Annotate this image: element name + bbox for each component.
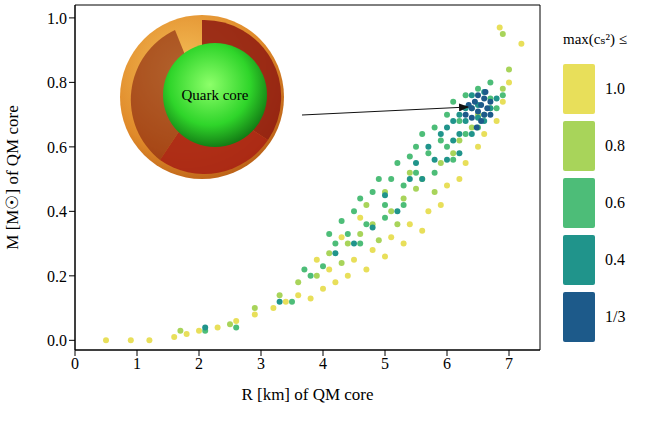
- svg-text:7: 7: [505, 355, 513, 372]
- svg-text:5: 5: [381, 355, 389, 372]
- svg-text:R [km] of QM core: R [km] of QM core: [241, 385, 373, 404]
- html-text:1.0: 1.0: [605, 79, 625, 97]
- svg-text:1.0: 1.0: [47, 10, 67, 27]
- svg-text:3: 3: [257, 355, 265, 372]
- html-text:1/3: 1/3: [605, 307, 626, 325]
- svg-text:1: 1: [133, 355, 141, 372]
- svg-text:0.8: 0.8: [47, 74, 67, 91]
- svg-text:0: 0: [71, 355, 79, 372]
- svg-text:0.2: 0.2: [47, 268, 67, 285]
- svg-text:Quark core: Quark core: [181, 87, 248, 103]
- html-text:0.4: 0.4: [605, 250, 625, 268]
- html-text:0.8: 0.8: [605, 136, 625, 154]
- svg-text:0.0: 0.0: [47, 332, 67, 349]
- svg-text:6: 6: [443, 355, 451, 372]
- svg-text:2: 2: [195, 355, 203, 372]
- html-text:max(cₛ²) ≤: max(cₛ²) ≤: [563, 31, 627, 47]
- svg-text:4: 4: [319, 355, 327, 372]
- html-text:0.6: 0.6: [605, 193, 625, 211]
- svg-text:0.6: 0.6: [47, 139, 67, 156]
- svg-text:0.4: 0.4: [47, 203, 67, 220]
- svg-text:M [M☉] of QM core: M [M☉] of QM core: [3, 105, 22, 249]
